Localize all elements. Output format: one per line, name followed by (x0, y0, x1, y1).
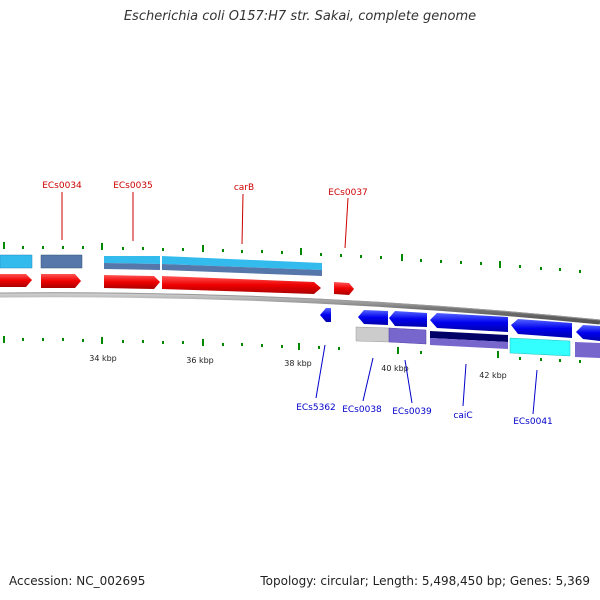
forward-cds-arrows (0, 274, 354, 295)
tick-label: 40 kbp (381, 364, 409, 373)
reverse-gene-labels: ECs5362 ECs0038 ECs0039 caiC ECs0041 (296, 344, 553, 427)
forward-gene-labels: ECs0034 ECs0035 carB ECs0037 (42, 181, 368, 249)
gc-marks-upper (3, 242, 581, 273)
gene-label-forward: ECs0035 (113, 181, 153, 191)
genome-backbone (0, 292, 600, 325)
gene-label-reverse: ECs0038 (342, 405, 382, 415)
tick-label: 36 kbp (186, 356, 214, 365)
tick-label: 42 kbp (479, 371, 507, 380)
gene-label-forward: carB (234, 183, 254, 193)
gene-label-reverse: ECs5362 (296, 403, 336, 413)
map-title: Escherichia coli O157:H7 str. Sakai, com… (123, 9, 477, 24)
gene-label-reverse: ECs0039 (392, 407, 432, 417)
forward-feature-bars (0, 254, 322, 276)
gene-label-reverse: caiC (453, 411, 472, 421)
scale-tick-labels: 34 kbp 36 kbp 38 kbp 40 kbp 42 kbp (89, 354, 507, 380)
gene-label-reverse: ECs0041 (513, 417, 553, 427)
tick-label: 34 kbp (89, 354, 117, 363)
gene-label-forward: ECs0034 (42, 181, 82, 191)
tick-label: 38 kbp (284, 359, 312, 368)
gene-label-forward: ECs0037 (328, 188, 368, 198)
gc-marks-lower (3, 336, 581, 363)
reverse-cds-arrows (320, 308, 600, 341)
reverse-feature-bars (355, 326, 600, 358)
accession-label: Accession: NC_002695 (9, 574, 146, 588)
genome-summary: Topology: circular; Length: 5,498,450 bp… (260, 574, 590, 588)
